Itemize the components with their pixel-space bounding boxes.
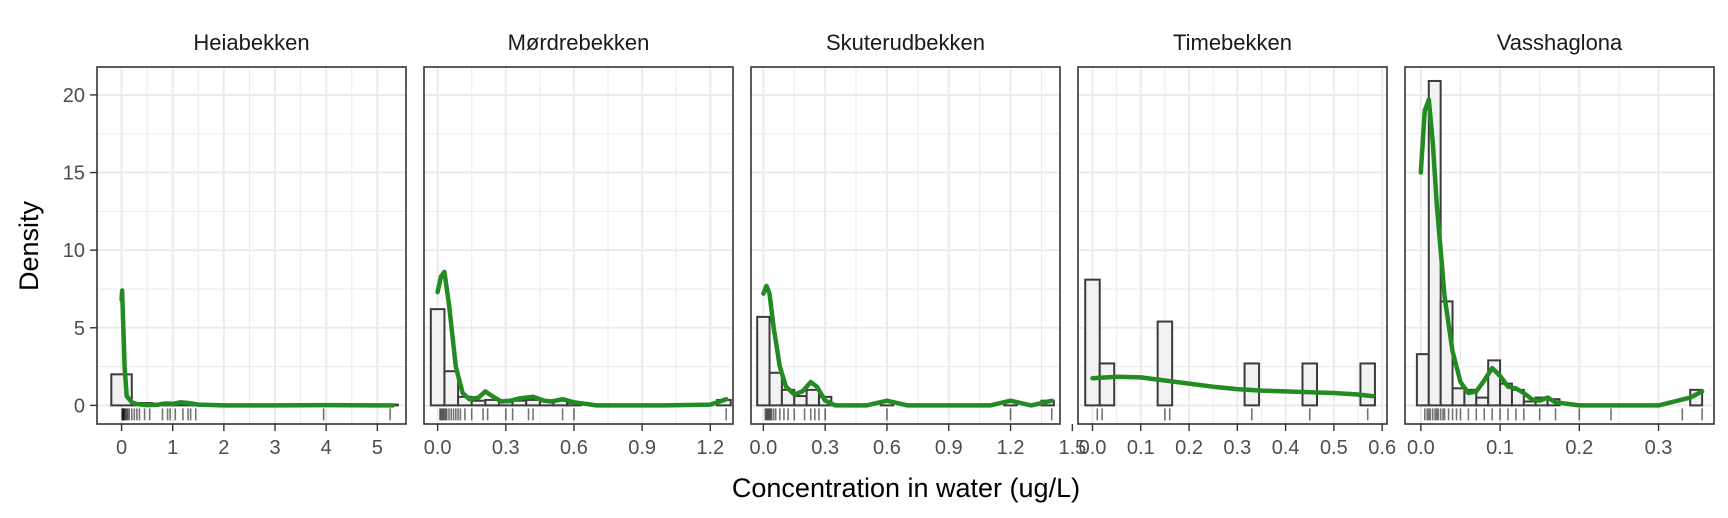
x-tick-label: 0.2 bbox=[1565, 437, 1593, 459]
panel-background bbox=[97, 67, 406, 424]
x-tick-label: 0.9 bbox=[628, 437, 656, 459]
x-tick-label: 0.3 bbox=[811, 437, 839, 459]
x-tick-label: 0.5 bbox=[1320, 437, 1348, 459]
facet-panel: Skuterudbekken 0.0 0.3 0.6 0.9 1.2 1.5 bbox=[749, 30, 1086, 459]
histogram-bar bbox=[1243, 362, 1261, 407]
facet-panel: Vasshaglona 0.0 0.1 0.2 0.3 bbox=[1404, 30, 1715, 459]
panel-border bbox=[96, 66, 407, 425]
x-tick-label: 0.0 bbox=[749, 437, 777, 459]
x-tick-label: 4 bbox=[321, 437, 332, 459]
y-tick-label: 20 bbox=[63, 85, 85, 107]
y-tick-label: 0 bbox=[74, 395, 85, 417]
facet-title: Vasshaglona bbox=[1497, 30, 1623, 55]
facet-panel: Timebekken 0.0 0.1 0.2 0.3 0.4 0.5 0.6 bbox=[1077, 30, 1396, 459]
x-tick-label: 5 bbox=[372, 437, 383, 459]
facet-title: Heiabekken bbox=[193, 30, 309, 55]
facet-title: Skuterudbekken bbox=[826, 30, 985, 55]
facet-title: Mørdrebekken bbox=[508, 30, 650, 55]
x-tick-label: 1.2 bbox=[997, 437, 1025, 459]
x-tick-label: 0.1 bbox=[1486, 437, 1514, 459]
histogram-bar bbox=[1475, 396, 1490, 407]
histogram-bar bbox=[1098, 362, 1116, 407]
x-tick-label: 0.6 bbox=[873, 437, 901, 459]
histogram-bar bbox=[756, 315, 771, 407]
x-tick-label: 0.2 bbox=[1175, 437, 1203, 459]
histogram-bar bbox=[805, 388, 820, 407]
density-line bbox=[1418, 97, 1705, 408]
density-line bbox=[435, 269, 729, 408]
x-tick-label: 0.9 bbox=[935, 437, 963, 459]
x-tick-label: 0.3 bbox=[1645, 437, 1673, 459]
panel-border bbox=[1404, 66, 1715, 425]
panel-border bbox=[423, 66, 734, 425]
x-tick-label: 1 bbox=[167, 437, 178, 459]
histogram-bar bbox=[443, 370, 460, 407]
x-tick-label: 0.6 bbox=[560, 437, 588, 459]
panel-background bbox=[751, 67, 1060, 424]
facet-title: Timebekken bbox=[1173, 30, 1292, 55]
histogram-bar bbox=[1301, 362, 1318, 407]
x-tick-label: 0.3 bbox=[1223, 437, 1251, 459]
panel-background bbox=[1078, 67, 1387, 424]
histogram-bar bbox=[1451, 387, 1466, 407]
x-tick-label: 0 bbox=[116, 437, 127, 459]
x-tick-label: 3 bbox=[269, 437, 280, 459]
y-axis-title: Density bbox=[14, 200, 44, 291]
x-tick-label: 1.5 bbox=[1058, 437, 1086, 459]
x-tick-label: 0.1 bbox=[1127, 437, 1155, 459]
histogram-bar bbox=[470, 399, 487, 407]
facet-panel: Mørdrebekken 0.0 0.3 0.6 0.9 1.2 bbox=[423, 30, 734, 459]
x-axis-title: Concentration in water (ug/L) bbox=[732, 473, 1080, 503]
histogram-bar bbox=[1415, 353, 1430, 407]
y-tick-label: 5 bbox=[74, 318, 85, 340]
histogram-bar bbox=[768, 371, 783, 407]
x-tick-label: 0.3 bbox=[492, 437, 520, 459]
density-line bbox=[761, 283, 1055, 408]
histogram-bar bbox=[1156, 320, 1174, 407]
x-tick-label: 1.2 bbox=[696, 437, 724, 459]
histogram-bar bbox=[429, 308, 446, 407]
x-tick-label: 0.0 bbox=[1407, 437, 1435, 459]
density-line bbox=[1090, 374, 1375, 399]
facet-panel: Heiabekken 0 1 2 3 4 5 bbox=[96, 30, 407, 459]
x-tick-label: 0.6 bbox=[1368, 437, 1396, 459]
histogram-bar bbox=[793, 395, 808, 407]
x-tick-label: 0.0 bbox=[424, 437, 452, 459]
y-tick-label: 15 bbox=[63, 163, 85, 185]
histogram-bar bbox=[1084, 278, 1101, 407]
x-tick-label: 0.0 bbox=[1079, 437, 1107, 459]
panel-border bbox=[1077, 66, 1388, 425]
x-tick-label: 0.4 bbox=[1272, 437, 1300, 459]
panel-border bbox=[750, 66, 1061, 425]
facet-panels: 0 5 10 15 20 Heiabekken 0 1 2 3 4 5 Mørdrebekken 0.0 0… bbox=[63, 30, 1715, 459]
histogram-bar bbox=[1359, 362, 1376, 407]
panel-background bbox=[424, 67, 733, 424]
histogram-bar bbox=[1522, 400, 1537, 407]
density-line bbox=[119, 288, 395, 408]
x-tick-label: 2 bbox=[218, 437, 229, 459]
y-tick-label: 10 bbox=[63, 240, 85, 262]
